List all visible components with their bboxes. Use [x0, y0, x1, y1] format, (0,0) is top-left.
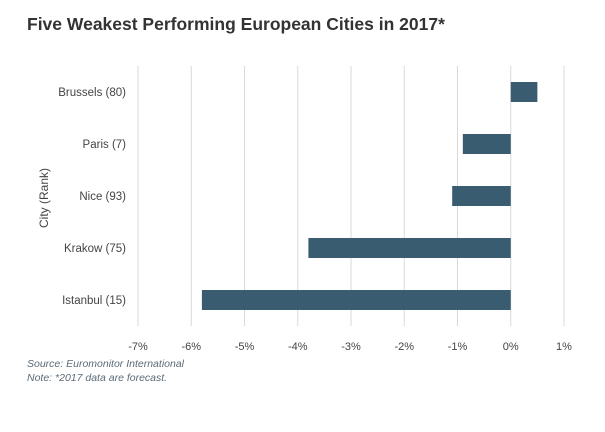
- x-tick-label: -3%: [341, 341, 361, 353]
- x-tick-label: -4%: [288, 341, 308, 353]
- x-tick-label: 0%: [503, 341, 519, 353]
- y-tick-label: Krakow (75): [64, 243, 126, 255]
- bar: [201, 290, 511, 310]
- x-tick-label: 1%: [556, 341, 572, 353]
- forecast-note: Note: *2017 data are forecast.: [27, 372, 168, 384]
- x-tick-label: -2%: [394, 341, 414, 353]
- y-tick-label: Brussels (80): [58, 87, 126, 99]
- x-tick-label: -1%: [448, 341, 468, 353]
- x-tick-label: -7%: [128, 341, 148, 353]
- y-tick-label: Paris (7): [83, 139, 127, 151]
- bar: [510, 82, 538, 102]
- source-note: Source: Euromonitor International: [27, 358, 185, 370]
- y-axis-title: City (Rank): [37, 168, 51, 228]
- chart-title: Five Weakest Performing European Cities …: [27, 14, 445, 34]
- x-tick-label: -5%: [235, 341, 255, 353]
- y-tick-label: Istanbul (15): [62, 295, 126, 307]
- x-tick-label: -6%: [181, 341, 201, 353]
- bar: [462, 134, 511, 154]
- y-tick-label: Nice (93): [79, 191, 126, 203]
- bar: [452, 186, 511, 206]
- bar: [308, 238, 511, 258]
